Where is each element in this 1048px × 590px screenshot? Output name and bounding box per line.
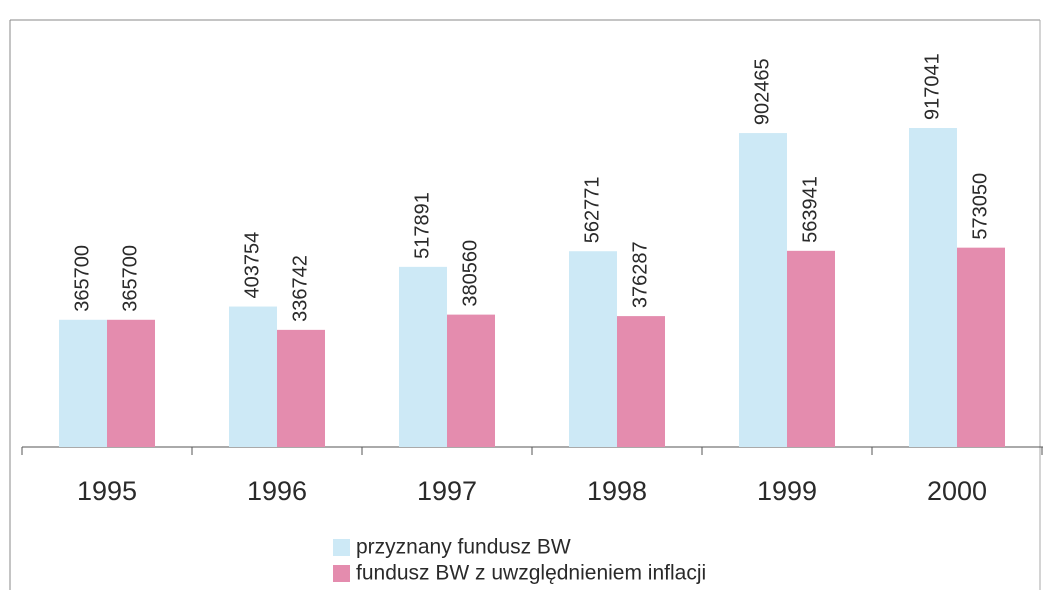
bar — [229, 306, 277, 447]
x-tick-label: 1995 — [77, 476, 137, 506]
bar — [957, 247, 1005, 447]
value-label: 365700 — [119, 245, 141, 312]
x-tick-label: 1998 — [587, 476, 647, 506]
x-tick-label: 1997 — [417, 476, 477, 506]
value-label: 380560 — [459, 240, 481, 307]
legend-label: fundusz BW z uwzględnieniem inflacji — [356, 562, 706, 585]
value-label: 563941 — [799, 176, 821, 243]
value-label: 562771 — [581, 176, 603, 243]
value-label: 902465 — [751, 58, 773, 125]
value-label: 336742 — [289, 255, 311, 322]
value-label: 376287 — [629, 241, 651, 308]
value-label: 917041 — [921, 53, 943, 120]
x-tick-label: 1996 — [247, 476, 307, 506]
bar — [399, 266, 447, 447]
bar — [909, 128, 957, 447]
bar — [107, 319, 155, 447]
bar — [59, 319, 107, 447]
x-tick-label: 2000 — [927, 476, 987, 506]
bar — [787, 250, 835, 447]
value-label: 573050 — [969, 173, 991, 240]
x-tick-label: 1999 — [757, 476, 817, 506]
legend-swatch — [333, 539, 350, 556]
legend-label: przyznany fundusz BW — [356, 536, 571, 559]
bar — [447, 314, 495, 447]
bar — [617, 316, 665, 447]
legend-swatch — [333, 565, 350, 582]
bar — [739, 133, 787, 447]
value-label: 517891 — [411, 192, 433, 259]
value-label: 403754 — [241, 232, 263, 299]
bar — [277, 329, 325, 447]
bar — [569, 251, 617, 447]
value-label: 365700 — [71, 245, 93, 312]
